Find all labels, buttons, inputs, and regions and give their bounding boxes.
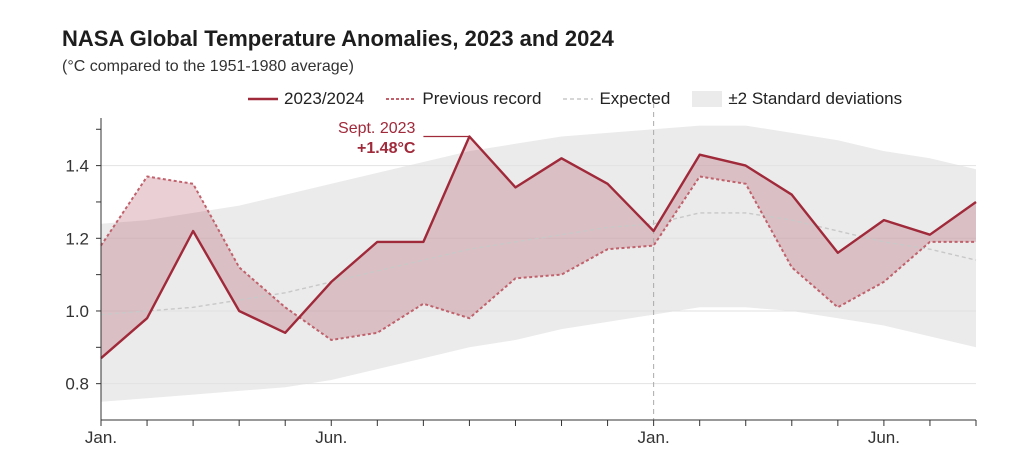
chart-title: NASA Global Temperature Anomalies, 2023 … <box>62 26 614 51</box>
x-tick-label: Jan. <box>85 428 117 447</box>
legend-item-2023-2024: 2023/2024 <box>248 89 364 109</box>
legend-label-2023-2024: 2023/2024 <box>284 89 365 108</box>
y-tick-label: 1.2 <box>65 229 89 248</box>
difference-fill <box>101 136 976 359</box>
legend-item-band: ±2 Standard deviations <box>692 89 902 109</box>
legend-label-previous-record: Previous record <box>422 89 542 108</box>
legend-item-expected: Expected <box>563 89 670 109</box>
series-line-previous-record <box>100 175 976 341</box>
legend-item-previous-record: Previous record <box>386 89 541 109</box>
std-dev-band <box>101 125 976 402</box>
chart-subtitle: (°C compared to the 1951-1980 average) <box>62 58 354 75</box>
peak-annotation: Sept. 2023 +1.48°C <box>338 119 415 159</box>
peak-annotation-date: Sept. 2023 <box>338 119 416 137</box>
legend: 2023/2024 Previous record Expected ±2 St… <box>248 89 924 109</box>
y-tick-label: 0.8 <box>65 375 89 394</box>
series-line-expected <box>100 212 977 316</box>
legend-swatch-dotted <box>386 98 417 100</box>
x-tick-label: Jun. <box>868 428 900 447</box>
legend-swatch-solid <box>248 97 278 101</box>
legend-swatch-band <box>692 91 723 107</box>
legend-label-expected: Expected <box>599 89 671 108</box>
y-tick-label: 1.4 <box>65 157 89 176</box>
y-tick-label: 1.0 <box>65 302 89 321</box>
series-line-2023-2024 <box>100 135 977 360</box>
x-tick-label: Jan. <box>638 428 670 447</box>
legend-label-band: ±2 Standard deviations <box>728 89 903 108</box>
x-tick-label: Jun. <box>315 428 347 447</box>
legend-swatch-dashed <box>563 98 594 100</box>
peak-annotation-value: +1.48°C <box>356 139 416 157</box>
